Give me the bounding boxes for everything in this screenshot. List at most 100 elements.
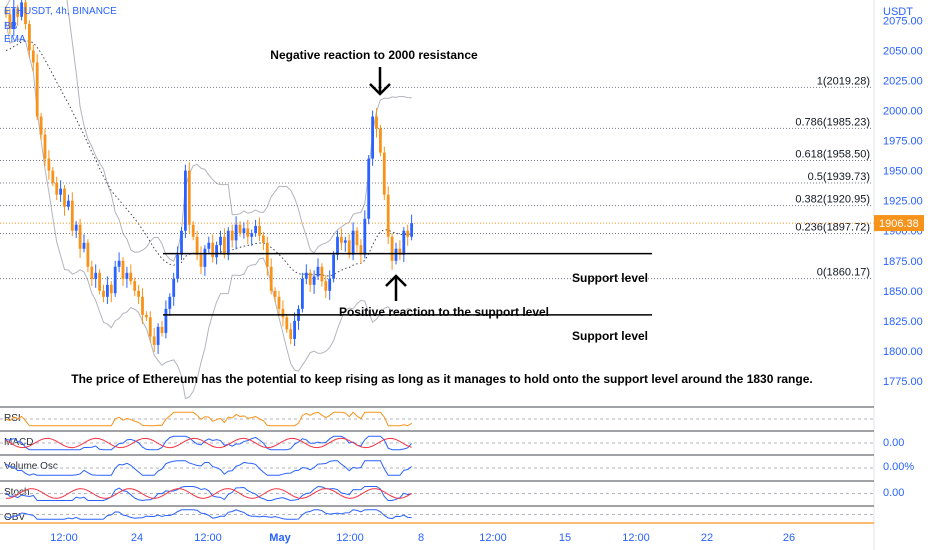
price-tick-label: 1975.00	[883, 136, 923, 148]
candle-body	[117, 260, 121, 267]
support-label: Support level	[572, 329, 648, 343]
candle-body	[371, 116, 374, 159]
candle-body	[308, 272, 312, 285]
candle-body	[262, 235, 265, 243]
candle-body	[207, 242, 211, 249]
candle-body	[51, 170, 55, 183]
candle-body	[106, 284, 109, 297]
time-axis[interactable]: 12:00 24 12:00 May 12:00 8 12:00 15 12:00 22 26	[50, 532, 795, 544]
candle-body	[386, 194, 390, 237]
candle-body	[141, 296, 144, 315]
candle-body	[113, 266, 117, 294]
candle-body	[211, 242, 215, 258]
time-tick-label: May	[269, 532, 291, 544]
candle-body	[226, 230, 230, 255]
candle-body	[4, 9, 8, 15]
symbol-title: ETHUSDT, 4h, BINANCE	[4, 6, 117, 17]
pane-indicator-line	[5, 509, 412, 520]
time-tick-label: 12:00	[194, 532, 222, 544]
candle-body	[67, 200, 70, 207]
pane-indicator-line	[5, 435, 412, 451]
candle-body	[176, 254, 179, 279]
time-tick-label: 22	[701, 532, 713, 544]
candle-body	[156, 326, 160, 345]
fib-level-label: 0.618(1958.50)	[795, 148, 870, 160]
support-lines[interactable]: Support level Support level	[163, 252, 652, 343]
fibonacci-retracement[interactable]: 1(2019.28) 0.786(1985.23) 0.618(1958.50) 0.…	[0, 75, 874, 280]
candle-body	[343, 240, 347, 243]
candle-body	[74, 224, 78, 231]
time-tick-label: 26	[783, 532, 795, 544]
pane-indicator-line	[5, 460, 412, 476]
candle-body	[340, 236, 343, 243]
candle-body	[406, 230, 410, 237]
bollinger-bands	[5, 0, 412, 400]
candle-body	[203, 248, 207, 267]
down-arrow-icon	[369, 67, 391, 96]
candle-body	[47, 158, 51, 171]
candle-body	[398, 248, 402, 255]
pane-title: OBV	[4, 512, 25, 523]
candle-body	[394, 248, 398, 261]
candle-body	[195, 236, 199, 255]
candle-body	[219, 236, 222, 246]
pane-signal-line	[5, 488, 412, 499]
candle-body	[28, 24, 31, 51]
candle-body	[199, 254, 203, 267]
candle-body	[382, 152, 386, 195]
candle-body	[281, 308, 285, 318]
candle-body	[336, 236, 339, 255]
candle-body	[390, 236, 394, 261]
currency-label: USDT	[883, 6, 913, 18]
candle-body	[187, 170, 191, 225]
candle-body	[328, 278, 332, 291]
candle-body	[43, 134, 47, 159]
candle-body	[55, 182, 59, 195]
price-tick-label: 1950.00	[883, 166, 923, 178]
candle-body	[184, 170, 187, 231]
candle-body	[215, 245, 218, 258]
candle-body	[250, 233, 254, 237]
candle-body	[8, 14, 12, 29]
candle-body	[125, 272, 129, 279]
candle-body	[121, 260, 125, 279]
candle-body	[347, 240, 351, 255]
support-annotation: Positive reaction to the support level	[339, 305, 549, 319]
candle-body	[109, 284, 113, 294]
candle-body	[102, 290, 105, 297]
time-tick-label: 8	[418, 532, 424, 544]
candle-body	[285, 317, 289, 330]
candle-body	[168, 296, 172, 309]
pane-signal-line	[5, 437, 412, 449]
candle-body	[367, 158, 371, 219]
fib-level-label: 0.786(1985.23)	[795, 116, 870, 128]
candle-body	[191, 224, 195, 237]
time-tick-label: 12:00	[622, 532, 650, 544]
candle-body	[359, 245, 363, 255]
indicator-ema-label: EMA	[4, 34, 26, 45]
price-tick-label: 2025.00	[883, 76, 923, 88]
pane-value-label: 0.00%	[883, 461, 914, 473]
last-price-value: 1906.38	[879, 218, 919, 230]
candle-body	[301, 278, 304, 309]
fib-level-label: 0.382(1920.95)	[795, 194, 870, 206]
candle-body	[152, 336, 156, 345]
price-tick-label: 2075.00	[883, 15, 923, 27]
candle-body	[351, 230, 355, 255]
candle-body	[246, 228, 250, 237]
candle-body	[35, 62, 39, 117]
candle-body	[265, 242, 269, 267]
candle-body	[304, 272, 308, 279]
candle-body	[145, 314, 148, 318]
candle-body	[332, 254, 335, 279]
candle-body	[289, 329, 293, 339]
pane-indicator-line	[5, 485, 412, 502]
pane-title: Volume Osc	[4, 461, 58, 472]
time-tick-label: 15	[559, 532, 571, 544]
candle-body	[277, 296, 281, 309]
price-tick-label: 1925.00	[883, 196, 923, 208]
bollinger-upper-line	[5, 0, 412, 262]
fib-level-label: 0.236(1897.72)	[795, 221, 870, 233]
candle-body	[234, 224, 238, 241]
